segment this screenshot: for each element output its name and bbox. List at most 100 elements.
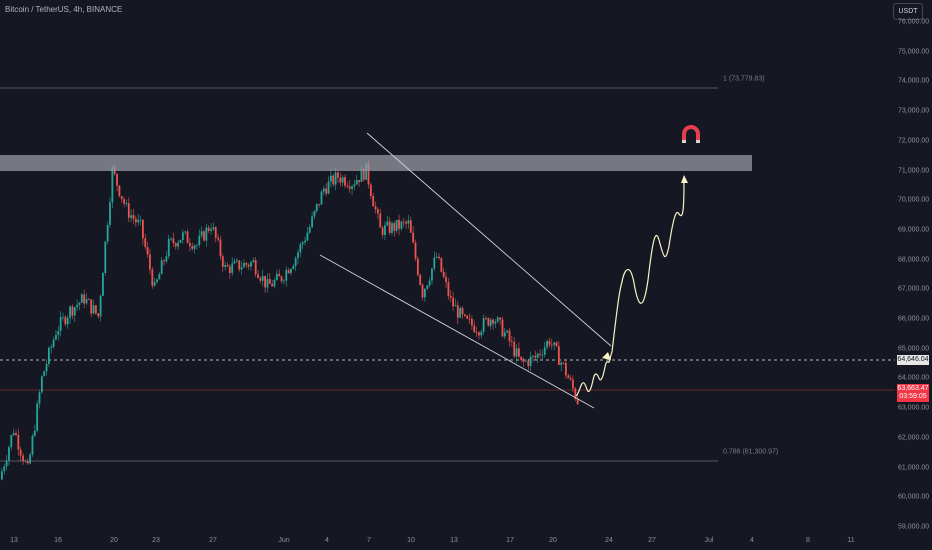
currency-selector[interactable]: USDT [893,3,923,20]
candle-body [485,318,487,319]
candle-body [163,260,165,262]
candle-body [367,163,370,185]
candle-body [120,196,123,200]
candle-body [123,199,125,204]
candle-body [177,242,180,247]
price-axis-tick: 68,000.00 [898,256,930,264]
wedge-lower-line[interactable] [319,254,595,409]
candle-body [459,307,462,318]
candle-body [348,186,351,189]
candle-body [29,454,31,464]
candle-body [546,341,548,348]
candle-body [290,268,292,274]
candle-body [562,362,565,364]
candle-body [478,332,480,336]
resistance-zone[interactable] [0,155,752,171]
candle-body [8,447,10,461]
candle-body [494,321,497,324]
candle-body [50,346,53,349]
candle-body [471,318,473,326]
candle-body [337,172,339,178]
candle-body [149,254,151,270]
candle-body [33,430,36,436]
candle-body [92,305,95,314]
candle-body [257,274,259,278]
candle-body [179,239,182,243]
wedge-upper-line[interactable] [366,132,612,347]
candle-body [449,296,452,298]
candle-body [245,262,248,265]
candle-body [388,221,391,233]
candle-body [172,238,175,244]
candle-body [503,332,506,337]
candle-body [1,471,3,480]
candle-body [132,215,135,219]
candle-body [205,227,208,241]
candle-body [127,203,130,218]
price-axis-tick: 67,000.00 [898,285,930,293]
candle-body [264,275,266,288]
price-axis-tick: 75,000.00 [898,48,930,56]
projection-path[interactable] [575,179,685,397]
candle-body [15,432,17,436]
candle-body [365,163,368,180]
candle-body [78,302,81,305]
candle-body [153,282,156,286]
candle-body [210,229,212,231]
candle-body [243,262,245,268]
candle-body [73,307,76,316]
candle-body [287,270,290,274]
candle-body [525,360,527,362]
candle-body [358,180,360,182]
candle-body [346,185,349,187]
price-axis-tick: 60,000.00 [898,493,930,501]
candle-body [198,235,201,245]
candle-body [360,169,363,182]
candle-body [111,167,114,203]
candle-body [369,184,372,197]
candle-body [165,256,168,262]
candle-body [268,279,271,284]
price-axis-tick: 69,000.00 [898,226,930,234]
candle-body [259,277,262,281]
candle-body [416,258,419,275]
candle-body [134,218,137,223]
candle-body [167,238,170,257]
candle-body [344,177,346,186]
candle-body [442,271,445,277]
candle-body [97,313,100,317]
candle-body [275,273,278,281]
current-price-value: 63,663.47 [897,385,929,392]
candle-body [139,219,142,221]
candle-body [106,224,109,242]
candle-body [510,341,513,343]
candle-body [142,219,144,239]
candle-body [318,203,321,205]
candle-body [466,315,469,319]
candle-body [12,432,15,436]
candle-body [351,186,353,189]
price-axis-tick: 63,000.00 [898,404,930,412]
time-axis-tick: 27 [648,537,656,544]
fib-lower-label: 0.786 (61,300.97) [723,448,779,456]
candle-body [550,344,553,346]
candle-body [158,274,161,280]
candle-body [332,175,335,185]
price-axis-tick: 76,000.00 [898,18,930,26]
candle-body [102,273,104,296]
candle-body [325,188,328,194]
candle-body [283,280,285,282]
candle-body [87,298,90,300]
candle-body [240,267,243,270]
candle-body [22,455,24,462]
candle-body [252,260,255,263]
time-axis-tick: 13 [10,537,18,544]
candle-body [508,330,511,342]
candle-body [48,348,50,364]
candle-body [557,346,560,365]
candle-body [64,316,67,325]
price-axis-tick: 59,000.00 [898,523,930,531]
price-axis-tick: 64,000.00 [898,374,930,382]
